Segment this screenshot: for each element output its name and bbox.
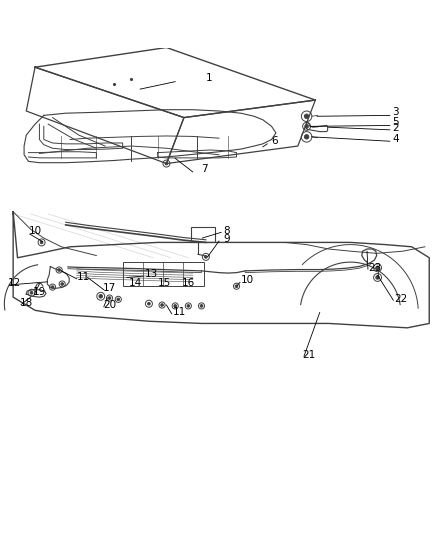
Circle shape (51, 286, 54, 288)
Circle shape (99, 295, 102, 298)
Bar (123, 262, 204, 286)
Text: 15: 15 (158, 278, 171, 288)
Text: 9: 9 (223, 235, 230, 245)
Circle shape (304, 135, 309, 139)
Text: 11: 11 (173, 306, 186, 317)
Text: 2: 2 (392, 123, 399, 133)
Circle shape (108, 297, 111, 300)
Text: 1: 1 (206, 73, 212, 83)
Circle shape (61, 282, 64, 285)
Text: 4: 4 (392, 134, 399, 144)
Text: 14: 14 (129, 278, 142, 288)
Text: 10: 10 (28, 225, 42, 236)
Bar (191, 227, 215, 243)
Circle shape (376, 266, 379, 270)
Circle shape (235, 285, 238, 287)
Text: 7: 7 (201, 164, 208, 174)
Text: 20: 20 (103, 300, 116, 310)
Text: 6: 6 (272, 136, 278, 146)
Text: 13: 13 (145, 270, 158, 279)
Circle shape (161, 304, 163, 306)
Circle shape (205, 255, 207, 258)
Circle shape (174, 304, 177, 307)
Text: 16: 16 (182, 278, 195, 288)
Text: 8: 8 (223, 225, 230, 236)
Circle shape (187, 304, 190, 307)
Text: 19: 19 (33, 287, 46, 297)
Text: 18: 18 (20, 298, 33, 308)
Circle shape (40, 241, 43, 244)
Text: 11: 11 (77, 272, 90, 281)
Circle shape (200, 304, 203, 307)
Circle shape (30, 292, 33, 294)
Text: 23: 23 (368, 263, 381, 273)
Circle shape (148, 302, 150, 305)
Text: 5: 5 (392, 117, 399, 127)
Text: 12: 12 (8, 278, 21, 288)
Circle shape (305, 125, 308, 128)
Text: 17: 17 (103, 282, 116, 293)
Circle shape (304, 114, 309, 118)
Circle shape (117, 298, 120, 301)
Text: 3: 3 (392, 107, 399, 117)
Text: 10: 10 (241, 275, 254, 285)
Text: 21: 21 (302, 351, 315, 360)
Circle shape (58, 269, 60, 271)
Circle shape (376, 276, 379, 279)
Text: 22: 22 (394, 294, 407, 303)
Circle shape (165, 162, 168, 165)
